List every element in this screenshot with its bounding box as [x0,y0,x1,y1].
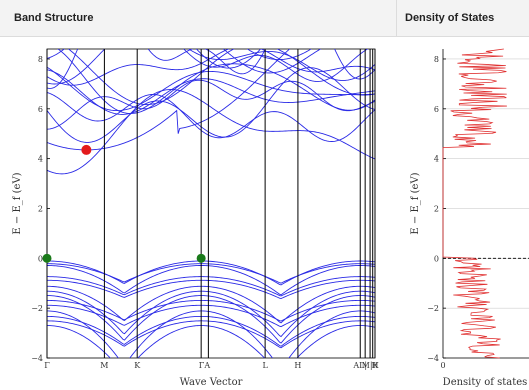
dos-y-axis-label: E − E_f (eV) [410,172,421,234]
band-x-tick-label: M [100,361,108,370]
conduction-band-line [183,49,369,82]
valence-band-line [47,325,375,358]
conduction-band-line [47,49,262,69]
band-y-tick-label: 0 [38,254,43,263]
conduction-band-line [47,49,375,85]
band-x-tick-label: M|K [362,361,380,370]
dos-x-tick-label: 0 [440,361,445,370]
band-x-tick-label: Γ [44,361,50,370]
dos-y-tick-label: 2 [434,204,439,213]
valence-band-line [47,285,375,324]
conduction-band-line [47,89,375,175]
dos-y-tick-label: 0 [434,254,439,263]
dos-y-tick-label: 6 [434,105,439,114]
dos-curve [442,48,507,359]
band-y-tick-label: 6 [38,105,43,114]
band-x-axis-label: Wave Vector [180,377,243,388]
band-y-tick-label: −2 [31,304,43,313]
band-x-tick-label: L [262,361,268,370]
valence-band-line [47,315,375,347]
band-x-tick-label: H [294,361,301,370]
valence-band-line [47,310,375,358]
dos-x-axis-label: Density of states [443,377,528,388]
valence-band-line [47,299,375,322]
panel-header-bar [0,0,529,37]
conduction-band-line [67,49,375,105]
header-divider [396,0,397,37]
valence-band-line [47,263,375,284]
conduction-band-line [57,49,375,114]
valence-band-line [47,290,375,338]
valence-band-line [47,265,375,296]
conduction-band-line [47,92,375,142]
vbm-marker [42,253,52,263]
cbm-marker [81,144,92,155]
band-x-tick-label: H [372,361,379,370]
band-x-tick-label: K [134,361,141,370]
valence-band-line [47,304,375,328]
band-x-tick-label: ΓA [199,361,211,370]
valence-band-line [47,276,375,297]
dos-y-tick-label: 4 [434,155,439,164]
density-of-states-title: Density of States [405,12,495,24]
conduction-band-line [222,49,322,74]
conduction-band-line [47,49,375,86]
band-y-tick-label: −4 [31,354,43,363]
dos-y-tick-label: −4 [427,354,439,363]
band-structure-title: Band Structure [14,12,94,24]
conduction-band-line [246,49,312,61]
band-y-tick-label: 4 [38,155,43,164]
conduction-band-line [47,49,375,89]
conduction-band-line [47,79,375,130]
valence-band-line [47,279,375,300]
band-lines-group [47,49,375,358]
band-y-tick-label: 8 [38,55,43,64]
valence-band-line [47,260,375,286]
dos-chart: −4 −2 0 2 4 6 8 0 Density of states E − E_f (eV) [410,48,529,388]
conduction-band-line [47,67,375,143]
valence-band-line [47,295,375,344]
band-y-axis-label: E − E_f (eV) [12,172,23,234]
conduction-band-line [47,69,375,115]
dos-y-tick-label: 8 [434,55,439,64]
valence-band-line [47,320,375,349]
band-y-tick-label: 2 [38,204,43,213]
band-x-tick-label: AL| [352,361,367,370]
dos-y-tick-label: −2 [427,304,439,313]
conduction-band-line [47,66,375,112]
vbm-marker [196,253,206,263]
